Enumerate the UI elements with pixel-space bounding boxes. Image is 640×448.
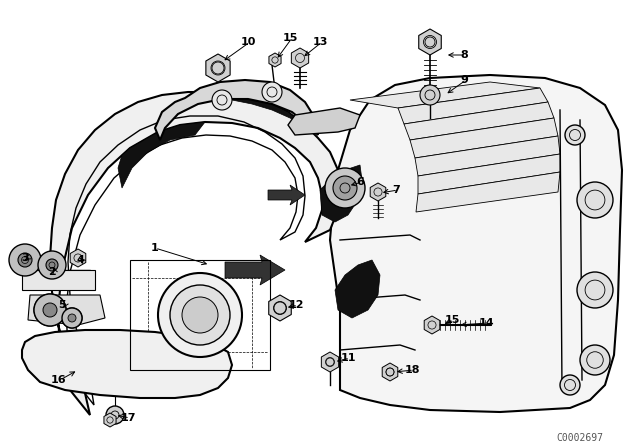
Circle shape bbox=[68, 314, 76, 322]
Text: 8: 8 bbox=[460, 50, 468, 60]
Polygon shape bbox=[232, 95, 305, 125]
Polygon shape bbox=[70, 249, 86, 267]
Polygon shape bbox=[370, 183, 386, 201]
Circle shape bbox=[170, 285, 230, 345]
Polygon shape bbox=[404, 102, 554, 140]
Polygon shape bbox=[350, 82, 540, 108]
Text: 13: 13 bbox=[312, 37, 328, 47]
Circle shape bbox=[18, 253, 32, 267]
Circle shape bbox=[565, 125, 585, 145]
Polygon shape bbox=[320, 165, 362, 222]
Circle shape bbox=[212, 90, 232, 110]
Circle shape bbox=[577, 272, 613, 308]
Polygon shape bbox=[206, 54, 230, 82]
Circle shape bbox=[34, 294, 66, 326]
Circle shape bbox=[38, 251, 66, 279]
Polygon shape bbox=[415, 136, 560, 176]
Polygon shape bbox=[269, 53, 281, 67]
Polygon shape bbox=[225, 255, 285, 285]
Circle shape bbox=[68, 314, 76, 322]
Polygon shape bbox=[22, 330, 232, 398]
Text: 12: 12 bbox=[288, 300, 304, 310]
Circle shape bbox=[262, 82, 282, 102]
Polygon shape bbox=[418, 154, 560, 194]
Text: 18: 18 bbox=[404, 365, 420, 375]
Polygon shape bbox=[330, 75, 622, 412]
Polygon shape bbox=[321, 352, 339, 372]
Circle shape bbox=[560, 375, 580, 395]
Polygon shape bbox=[268, 185, 305, 205]
Circle shape bbox=[46, 259, 58, 271]
Text: 11: 11 bbox=[340, 353, 356, 363]
Circle shape bbox=[106, 406, 124, 424]
Polygon shape bbox=[50, 92, 340, 415]
Text: 15: 15 bbox=[282, 33, 298, 43]
Polygon shape bbox=[269, 295, 291, 321]
Polygon shape bbox=[288, 108, 360, 135]
Circle shape bbox=[43, 303, 57, 317]
Text: 10: 10 bbox=[240, 37, 256, 47]
Polygon shape bbox=[155, 80, 318, 140]
Circle shape bbox=[62, 308, 82, 328]
Circle shape bbox=[182, 297, 218, 333]
Circle shape bbox=[420, 85, 440, 105]
Circle shape bbox=[43, 303, 57, 317]
Text: C0002697: C0002697 bbox=[557, 433, 604, 443]
Circle shape bbox=[580, 345, 610, 375]
Polygon shape bbox=[382, 363, 398, 381]
Polygon shape bbox=[419, 29, 441, 55]
Text: 7: 7 bbox=[392, 185, 400, 195]
Polygon shape bbox=[410, 118, 558, 158]
Text: 14: 14 bbox=[478, 318, 494, 328]
Text: 6: 6 bbox=[356, 177, 364, 187]
Text: 15: 15 bbox=[444, 315, 460, 325]
Polygon shape bbox=[22, 270, 95, 290]
Text: 3: 3 bbox=[21, 253, 29, 263]
Circle shape bbox=[333, 176, 357, 200]
Text: 16: 16 bbox=[50, 375, 66, 385]
Polygon shape bbox=[335, 260, 380, 318]
Polygon shape bbox=[104, 413, 116, 427]
Circle shape bbox=[9, 244, 41, 276]
Text: 4: 4 bbox=[76, 255, 84, 265]
Polygon shape bbox=[416, 172, 560, 212]
Polygon shape bbox=[424, 316, 440, 334]
Polygon shape bbox=[291, 48, 308, 68]
Text: 5: 5 bbox=[58, 300, 66, 310]
Text: 17: 17 bbox=[120, 413, 136, 423]
Circle shape bbox=[158, 273, 242, 357]
Polygon shape bbox=[28, 295, 105, 325]
Text: 9: 9 bbox=[460, 75, 468, 85]
Text: 1: 1 bbox=[151, 243, 159, 253]
Text: 2: 2 bbox=[48, 267, 56, 277]
Polygon shape bbox=[118, 122, 205, 188]
Circle shape bbox=[34, 294, 66, 326]
Circle shape bbox=[577, 182, 613, 218]
Polygon shape bbox=[398, 88, 548, 124]
Circle shape bbox=[325, 168, 365, 208]
Circle shape bbox=[62, 308, 82, 328]
